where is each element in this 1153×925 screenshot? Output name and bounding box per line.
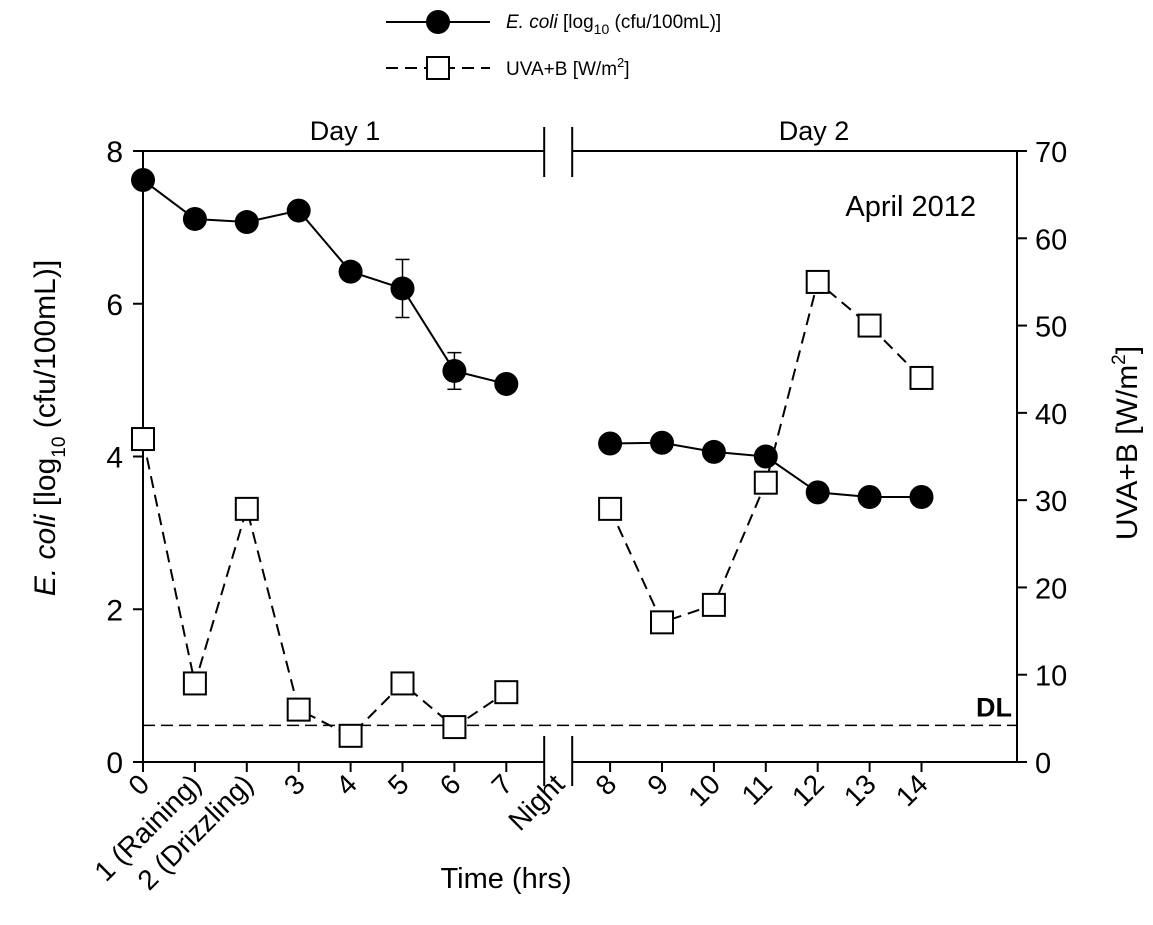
- y-title-part: 10: [49, 437, 70, 458]
- y2-title-part: 2: [1109, 354, 1130, 365]
- legend-label-part: [log: [558, 12, 594, 33]
- right-y-axis-title: UVA+B [W/m2]: [1109, 346, 1144, 540]
- legend-label-part: ]: [624, 59, 629, 80]
- left-y-axis-title: E. coli [log10 (cfu/100mL)]: [29, 260, 70, 596]
- panel-label-day-1: Day 1: [310, 116, 381, 146]
- uva-point: [182, 671, 207, 696]
- x-tick-label: 8: [589, 768, 622, 801]
- x-axis-title: Time (hrs): [440, 863, 571, 895]
- ecoli-point: [598, 431, 623, 456]
- ecoli-point: [442, 358, 467, 383]
- x-tick-label: 7: [486, 768, 519, 801]
- y-title-part: E. coli: [29, 513, 62, 596]
- uva-point: [753, 470, 778, 495]
- legend-label-part: E. coli: [506, 12, 559, 33]
- right-y-tick-label: 0: [1035, 748, 1051, 780]
- y-title-part: [log: [29, 458, 62, 515]
- legend-uva-marker: [426, 56, 450, 80]
- left-y-tick-label: 8: [106, 136, 123, 169]
- uva-point: [442, 715, 467, 740]
- right-y-tick-label: 20: [1035, 573, 1067, 605]
- ecoli-point: [805, 480, 830, 505]
- ecoli-point: [701, 439, 726, 464]
- right-y-tick-label: 50: [1035, 312, 1067, 344]
- uva-point: [857, 313, 882, 338]
- ecoli-point: [234, 210, 259, 235]
- uva-point: [701, 592, 726, 617]
- right-y-tick-label: 70: [1035, 137, 1067, 169]
- right-y-tick-label: 10: [1035, 661, 1067, 693]
- uva-point: [390, 671, 415, 696]
- plot-area: DL: [131, 168, 1017, 748]
- uva-point: [494, 680, 519, 705]
- left-y-tick-label: 6: [106, 289, 123, 322]
- ecoli-point: [286, 198, 311, 223]
- annotation-april-2012: April 2012: [845, 191, 976, 223]
- x-tick-label: Night: [502, 768, 570, 836]
- x-tick-label: 13: [838, 768, 882, 812]
- ecoli-point: [131, 168, 155, 193]
- x-tick-label: 10: [682, 768, 726, 812]
- uva-point: [598, 496, 623, 521]
- y2-title-part: UVA+B [W/m: [1111, 365, 1144, 540]
- uva-point: [131, 427, 155, 452]
- right-y-tick-label: 40: [1035, 399, 1067, 431]
- ecoli-point: [909, 484, 934, 509]
- uva-point: [338, 723, 363, 748]
- right-y-tick-label: 60: [1035, 224, 1067, 256]
- left-y-tick-label: 2: [106, 594, 123, 627]
- uva-point: [805, 269, 830, 294]
- y-title-part: (cfu/100mL)]: [29, 260, 62, 437]
- panel-label-day-2: Day 2: [779, 116, 850, 146]
- x-tick-label: 3: [278, 768, 311, 801]
- y2-title-part: ]: [1111, 346, 1144, 354]
- x-tick-label: 5: [382, 768, 415, 801]
- x-tick-label: 12: [786, 768, 830, 812]
- uva-point: [234, 496, 259, 521]
- ecoli-point: [494, 371, 519, 396]
- x-tick-label: 4: [330, 768, 363, 801]
- ecoli-point: [753, 444, 778, 469]
- legend-label-part: UVA+B [W/m: [506, 59, 617, 80]
- left-y-tick-label: 4: [106, 442, 123, 475]
- uva-point: [909, 365, 934, 390]
- x-tick-label: 6: [434, 768, 467, 801]
- legend-ecoli-marker: [426, 10, 450, 34]
- legend-label-part: 10: [594, 21, 610, 37]
- right-y-tick-label: 30: [1035, 486, 1067, 518]
- x-tick-label: 0: [122, 768, 155, 801]
- ecoli-point: [182, 206, 207, 231]
- uva-point: [650, 610, 674, 635]
- legend: E. coli [log10 (cfu/100mL)] UVA+B [W/m2]: [386, 10, 721, 80]
- legend-label-part: 2: [617, 55, 624, 70]
- x-tick-label: 9: [641, 768, 674, 801]
- legend-ecoli-label: E. coli [log10 (cfu/100mL)]: [506, 12, 721, 37]
- ecoli-point: [650, 430, 674, 455]
- x-tick-label: 11: [736, 768, 778, 810]
- left-y-tick-label: 0: [106, 747, 123, 780]
- ecoli-point: [390, 276, 415, 301]
- uva-point: [286, 697, 311, 722]
- legend-uva-label: UVA+B [W/m2]: [506, 55, 630, 80]
- x-tick-label: 14: [890, 768, 934, 812]
- ecoli-point: [857, 484, 882, 509]
- legend-label-part: (cfu/100mL)]: [609, 12, 721, 33]
- ecoli-point: [338, 259, 363, 284]
- detection-limit-label: DL: [976, 692, 1012, 722]
